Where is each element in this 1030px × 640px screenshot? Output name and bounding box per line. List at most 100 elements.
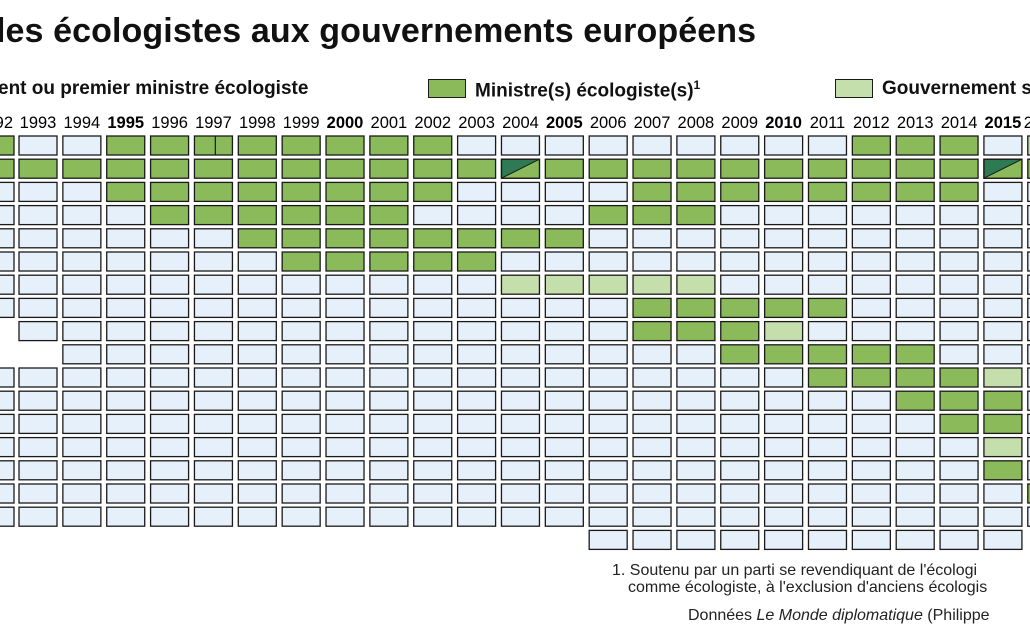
row-0-cell-2011 [807, 135, 848, 156]
row-1-cell-2015-outline [983, 158, 1023, 179]
row-10-cell-2007 [632, 367, 672, 388]
row-9-cell-1996 [149, 344, 190, 365]
row-3-cell-2005 [544, 204, 584, 226]
row-5-cell-2003 [456, 251, 497, 272]
row-1-cell-2012 [851, 158, 891, 179]
row-9-cell-1994 [62, 344, 102, 365]
row-6-cell-2009 [720, 274, 760, 295]
row-11-cell-2006 [588, 390, 628, 411]
row-10-cell-1997 [193, 367, 234, 388]
row-8-cell-2006 [588, 320, 628, 342]
row-8-cell-2001 [369, 320, 409, 342]
row-0-cell-2006 [588, 135, 628, 156]
year-label-2000: 2000 [327, 114, 364, 132]
row-14-cell-2010 [763, 460, 804, 481]
row-2-cell-2012 [851, 181, 891, 203]
row-5-cell-2012 [851, 251, 891, 272]
row-13-cell-2013 [895, 436, 935, 458]
row-8-cell-2009 [720, 320, 760, 342]
row-15-cell-1996 [149, 483, 190, 504]
row-9-cell-2007 [632, 344, 672, 365]
row-3-cell-1994 [62, 204, 102, 226]
row-16-cell-2007 [632, 506, 672, 527]
row-3-cell-2004 [500, 204, 541, 226]
row-5-cell-2009 [720, 251, 760, 272]
row-15-cell-2003 [456, 483, 497, 504]
row-0-cell-2002 [413, 135, 453, 156]
row-15-cell-1995 [106, 483, 146, 504]
row-3-edge-left [0, 204, 15, 226]
footnote-line-1: 1. Soutenu par un parti se revendiquant … [612, 562, 978, 579]
row-3-cell-2001 [369, 204, 409, 226]
row-8-cell-2007 [632, 320, 672, 342]
row-1-cell-2001 [369, 158, 409, 179]
row-6-cell-1999 [281, 274, 321, 295]
row-9-cell-2012 [851, 344, 891, 365]
row-5-cell-1993 [18, 251, 58, 272]
row-1-cell-2010 [763, 158, 804, 179]
row-15-cell-2004 [500, 483, 541, 504]
year-label-2013: 2013 [897, 114, 934, 132]
row-17-cell-2006 [588, 529, 628, 551]
row-1-cell-1997 [193, 158, 234, 179]
row-6-cell-1996 [149, 274, 190, 295]
row-1-cell-2003 [456, 158, 497, 179]
row-12-cell-2013 [895, 413, 935, 435]
row-1-cell-1999 [281, 158, 321, 179]
row-0-cell-2008 [676, 135, 716, 156]
row-1-cell-2004-outline [500, 158, 541, 179]
row-4-cell-1998 [237, 228, 277, 249]
row-15-cell-2015 [983, 483, 1023, 504]
year-label-2009: 2009 [721, 114, 758, 132]
row-15-cell-1998 [237, 483, 277, 504]
row-0-cell-2005 [544, 135, 584, 156]
row-14-cell-2000 [325, 460, 365, 481]
row-0-cell-1998 [237, 135, 277, 156]
row-13-cell-2014 [939, 436, 979, 458]
row-3-cell-2008 [676, 204, 716, 226]
row-2-edge-right [1027, 181, 1030, 203]
row-7-cell-2001 [369, 297, 409, 319]
row-5-edge-right [1027, 251, 1030, 272]
row-0-cell-1993 [18, 135, 58, 156]
row-12-cell-1998 [237, 413, 277, 435]
row-8-cell-2011 [807, 320, 848, 342]
row-11-cell-2002 [413, 390, 453, 411]
row-5-cell-1995 [106, 251, 146, 272]
row-12-cell-2008 [676, 413, 716, 435]
row-6-cell-2010 [763, 274, 804, 295]
row-11-cell-2010 [763, 390, 804, 411]
row-7-cell-2014 [939, 297, 979, 319]
row-3-cell-2015 [983, 204, 1023, 226]
row-11-cell-1995 [106, 390, 146, 411]
row-4-cell-2004 [500, 228, 541, 249]
row-4-cell-2002 [413, 228, 453, 249]
row-1-cell-1996 [149, 158, 190, 179]
row-16-cell-2009 [720, 506, 760, 527]
row-2-cell-1999 [281, 181, 321, 203]
row-7-cell-2000 [325, 297, 365, 319]
row-12-cell-1996 [149, 413, 190, 435]
row-14-cell-2014 [939, 460, 979, 481]
row-2-cell-1993 [18, 181, 58, 203]
row-5-cell-2007 [632, 251, 672, 272]
row-3-cell-2000 [325, 204, 365, 226]
row-8-edge-right [1027, 320, 1030, 342]
row-17-cell-2012 [851, 529, 891, 551]
row-6-cell-1994 [62, 274, 102, 295]
year-label-partial-right: 2 [1024, 114, 1030, 132]
row-12-cell-2000 [325, 413, 365, 435]
row-11-cell-2009 [720, 390, 760, 411]
row-14-cell-2005 [544, 460, 584, 481]
row-14-cell-2012 [851, 460, 891, 481]
row-10-edge-left [0, 367, 15, 388]
row-11-cell-2014 [939, 390, 979, 411]
row-14-cell-2007 [632, 460, 672, 481]
row-0-cell-2007 [632, 135, 672, 156]
row-10-cell-2005 [544, 367, 584, 388]
row-11-cell-2001 [369, 390, 409, 411]
year-label-1996: 1996 [151, 114, 188, 132]
row-11-cell-2013 [895, 390, 935, 411]
row-1-cell-2013 [895, 158, 935, 179]
row-3-cell-2007 [632, 204, 672, 226]
